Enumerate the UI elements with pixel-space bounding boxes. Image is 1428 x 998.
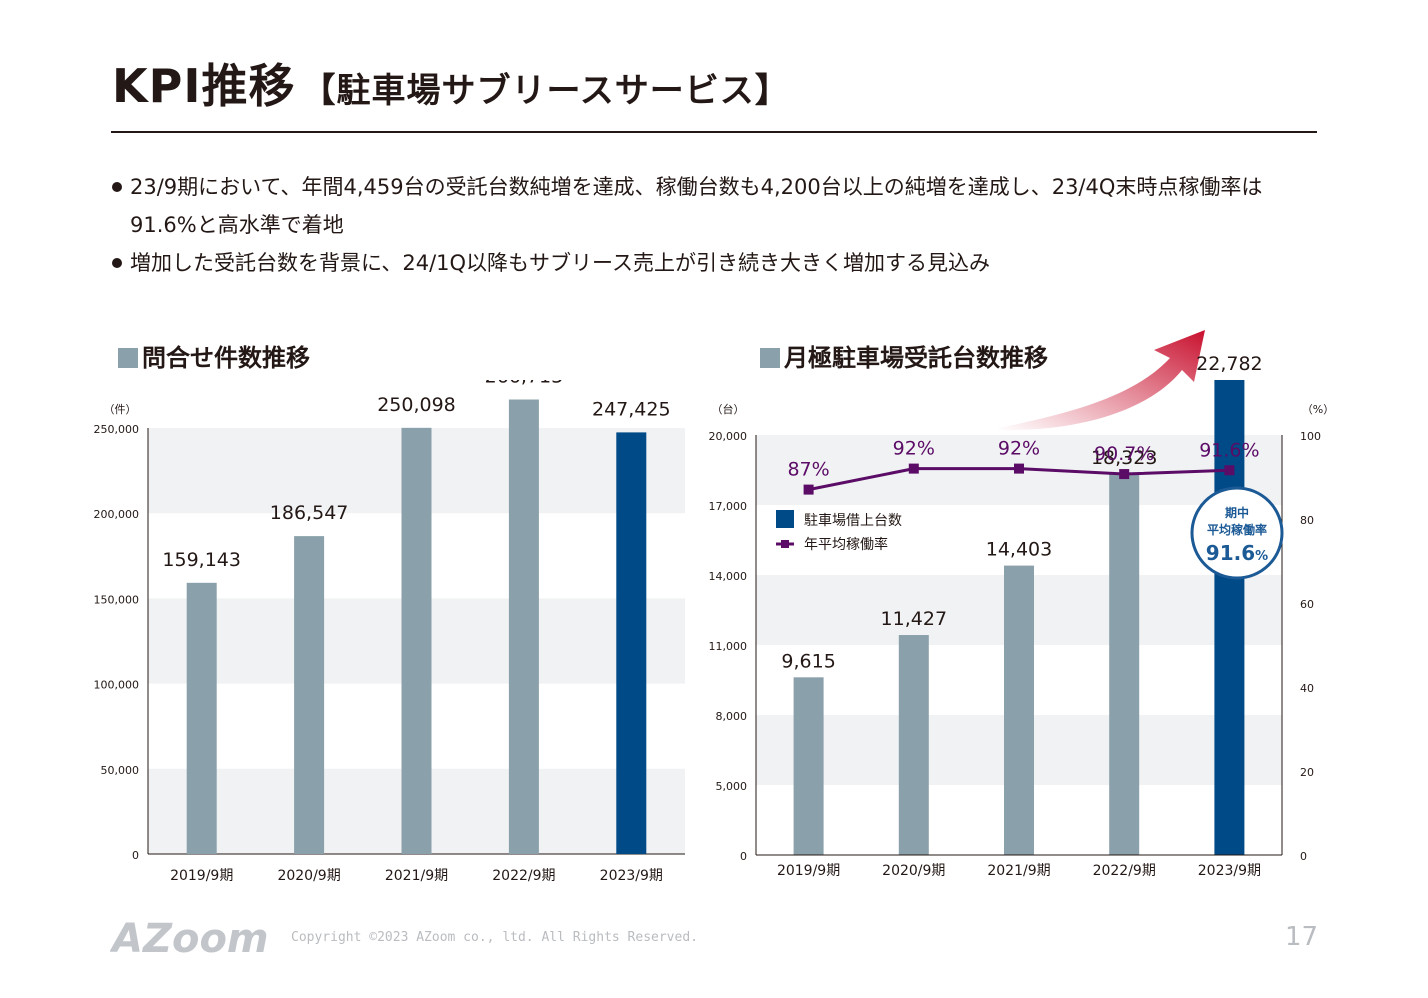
chart1-title-text: 問合せ件数推移 bbox=[142, 344, 310, 372]
occupancy-point bbox=[908, 463, 919, 474]
bar bbox=[1109, 474, 1140, 855]
x-tick-label: 2020/9期 bbox=[277, 868, 340, 884]
page-title-main: KPI推移 bbox=[112, 59, 296, 113]
bar bbox=[898, 635, 929, 855]
page-title-sub: 【駐車場サブリースサービス】 bbox=[301, 71, 790, 111]
badge-value: 91.6% bbox=[1206, 541, 1268, 565]
y-right-tick-label: 60 bbox=[1300, 598, 1314, 611]
copyright: Copyright ©2023 AZoom co., ltd. All Righ… bbox=[291, 930, 698, 945]
bar bbox=[294, 536, 325, 854]
bar-value-label: 22,782 bbox=[1196, 353, 1262, 375]
bar-value-label: 247,425 bbox=[592, 398, 671, 420]
chart2-title-text: 月極駐車場受託台数推移 bbox=[784, 344, 1048, 372]
bar bbox=[1004, 565, 1034, 855]
y-right-tick-label: 40 bbox=[1300, 682, 1314, 695]
bar-value-label: 159,143 bbox=[162, 549, 241, 571]
badge-value-unit: % bbox=[1255, 549, 1268, 564]
x-tick-label: 2020/9期 bbox=[882, 863, 945, 879]
y-right-tick-label: 80 bbox=[1300, 514, 1314, 527]
y-left-tick-label: 5,000 bbox=[716, 780, 748, 793]
legend-line-label: 年平均稼働率 bbox=[804, 536, 888, 553]
azoom-logo: AZoom bbox=[110, 916, 269, 962]
bar-value-label: 266,713 bbox=[485, 380, 564, 388]
bar bbox=[1214, 380, 1245, 855]
x-tick-label: 2019/9期 bbox=[777, 863, 840, 879]
bullet-list: 23/9期において、年間4,459台の受託台数純増を達成、稼働台数も4,200台… bbox=[110, 168, 1325, 282]
y-left-tick-label: 17,000 bbox=[709, 500, 748, 513]
bar bbox=[508, 399, 539, 854]
y-tick-label: 150,000 bbox=[94, 593, 140, 606]
occupancy-label: 90.7% bbox=[1094, 443, 1154, 465]
badge-line2: 平均稼働率 bbox=[1207, 522, 1267, 537]
legend-line-marker bbox=[781, 540, 789, 548]
x-tick-label: 2023/9期 bbox=[600, 868, 663, 884]
y-right-tick-label: 100 bbox=[1300, 430, 1321, 443]
inquiry-chart: 0 50,000 100,000 150,000 200,000 250,000 （件） 15… bbox=[94, 380, 685, 884]
y-tick-label: 50,000 bbox=[101, 764, 140, 777]
y-unit-label: （件） bbox=[104, 403, 137, 416]
y-right-unit-label: （%） bbox=[1302, 403, 1334, 416]
occupancy-point bbox=[803, 484, 814, 495]
growth-arrow bbox=[998, 330, 1205, 431]
x-tick-label: 2019/9期 bbox=[170, 868, 233, 884]
bar-value-label: 11,427 bbox=[881, 608, 947, 630]
title-divider bbox=[111, 131, 1317, 133]
bar bbox=[401, 427, 432, 854]
y-tick-label: 200,000 bbox=[94, 508, 140, 521]
page-title: KPI推移 【駐車場サブリースサービス】 bbox=[112, 50, 790, 116]
azoom-logo-text: AZoom bbox=[110, 916, 269, 962]
badge-circle bbox=[1190, 486, 1284, 580]
y-right-tick-label: 0 bbox=[1300, 850, 1307, 863]
x-tick-label: 2021/9期 bbox=[385, 868, 448, 884]
parking-chart: 0 5,000 8,000 11,000 14,000 17,000 20,000 0 20 40… bbox=[709, 330, 1334, 879]
x-tick-label: 2022/9期 bbox=[1093, 863, 1156, 879]
y-left-tick-label: 14,000 bbox=[709, 570, 748, 583]
x-tick-label: 2021/9期 bbox=[987, 863, 1050, 879]
bar bbox=[616, 432, 647, 854]
legend-bar-swatch bbox=[776, 510, 794, 528]
occupancy-label: 91.6% bbox=[1199, 439, 1259, 461]
bullet-item: 増加した受託台数を背景に、24/1Q以降もサブリース売上が引き続き大きく増加する… bbox=[110, 244, 1325, 282]
badge-value-number: 91.6 bbox=[1206, 541, 1255, 565]
occupancy-point bbox=[1119, 469, 1130, 480]
x-tick-label: 2023/9期 bbox=[1198, 863, 1261, 879]
chart1-title: 問合せ件数推移 bbox=[118, 338, 310, 373]
square-icon bbox=[760, 348, 780, 368]
legend-bar-label: 駐車場借上台数 bbox=[804, 512, 902, 529]
y-left-tick-label: 20,000 bbox=[709, 430, 748, 443]
occupancy-label: 92% bbox=[893, 438, 935, 460]
chart2-title: 月極駐車場受託台数推移 bbox=[760, 338, 1048, 373]
y-tick-label: 250,000 bbox=[94, 423, 140, 436]
bar-value-label: 250,098 bbox=[377, 394, 456, 416]
bar-value-label: 186,547 bbox=[270, 502, 349, 524]
y-tick-label: 100,000 bbox=[94, 679, 140, 692]
y-left-unit-label: （台） bbox=[712, 402, 745, 416]
occupancy-label: 92% bbox=[998, 438, 1040, 460]
y-right-tick-label: 20 bbox=[1300, 766, 1314, 779]
badge-line1: 期中 bbox=[1225, 505, 1249, 520]
page-number: 17 bbox=[1285, 922, 1319, 952]
square-icon bbox=[118, 348, 138, 368]
occupancy-point bbox=[1224, 465, 1235, 476]
y-left-tick-label: 8,000 bbox=[716, 710, 748, 723]
occupancy-point bbox=[1014, 463, 1024, 474]
x-tick-label: 2022/9期 bbox=[492, 868, 555, 884]
bar bbox=[793, 677, 824, 855]
bar bbox=[186, 582, 217, 854]
bullet-item: 23/9期において、年間4,459台の受託台数純増を達成、稼働台数も4,200台… bbox=[110, 168, 1325, 244]
y-left-tick-label: 0 bbox=[740, 850, 747, 863]
y-left-tick-label: 11,000 bbox=[709, 640, 748, 653]
occupancy-label: 87% bbox=[787, 459, 829, 481]
bar-value-label: 14,403 bbox=[986, 539, 1052, 561]
y-tick-label: 0 bbox=[132, 849, 139, 862]
bar-value-label: 9,615 bbox=[781, 650, 835, 672]
bar-value-label: 18,323 bbox=[1091, 447, 1157, 469]
